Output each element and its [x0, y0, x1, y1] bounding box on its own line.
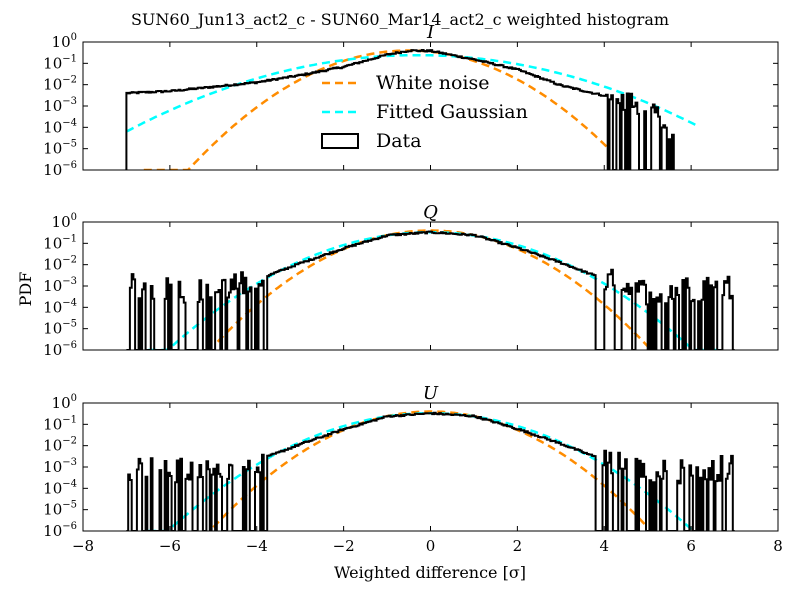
y-tick-label: 10−6	[43, 340, 77, 359]
x-tick-label: −6	[159, 537, 181, 555]
y-tick-label: 10−1	[43, 414, 77, 433]
y-tick-label: 10−5	[43, 500, 77, 519]
plot-area	[126, 229, 735, 350]
y-axis-label: PDF	[16, 272, 35, 307]
y-tick-label: 10−5	[43, 319, 77, 338]
y-tick-label: 10−2	[43, 255, 77, 274]
y-tick-label: 10−4	[43, 117, 77, 136]
x-tick-label: 8	[773, 537, 783, 555]
panel-q: 100 10−1 10−2 10−3 10−4 10−5 10−6 Q	[43, 202, 779, 359]
legend-label: Data	[376, 130, 422, 152]
series-white-noise	[212, 410, 649, 529]
legend-entry-fitted-gaussian: Fitted Gaussian	[322, 101, 528, 123]
x-tick-label: 0	[426, 537, 436, 555]
y-tick-label: 10−2	[43, 75, 77, 94]
y-tick-label: 10−4	[43, 297, 77, 316]
y-tick-label: 10−3	[43, 96, 77, 115]
y-tick-label: 10−4	[43, 478, 77, 497]
x-axis-label: Weighted difference [σ]	[334, 563, 526, 582]
y-tick-label: 100	[52, 393, 77, 412]
legend-swatch	[321, 133, 359, 149]
y-tick-label: 100	[52, 212, 77, 231]
series-white-noise	[143, 49, 610, 170]
legend-label: Fitted Gaussian	[376, 101, 528, 123]
y-tick-label: 10−1	[43, 53, 77, 72]
figure-title: SUN60_Jun13_act2_c - SUN60_Mar14_act2_c …	[131, 10, 669, 29]
series-data	[126, 411, 735, 531]
y-tick-label: 10−1	[43, 233, 77, 252]
legend-label: White noise	[376, 72, 490, 94]
legend-entry-data: Data	[321, 130, 422, 152]
y-tick-label: 10−2	[43, 436, 77, 455]
plot-area	[126, 410, 735, 531]
series-white-noise	[216, 229, 649, 348]
series-fitted-gaussian	[148, 411, 709, 531]
y-tick-label: 10−5	[43, 139, 77, 158]
panel-title: U	[423, 383, 439, 404]
x-tick-label: 2	[513, 537, 523, 555]
panel-title: I	[426, 22, 435, 43]
x-tick-label: 4	[599, 537, 609, 555]
y-tick-label: 10−6	[43, 160, 77, 179]
x-tick-label: 6	[686, 537, 696, 555]
y-tick-label: 100	[52, 32, 77, 51]
plot-area	[125, 49, 697, 170]
panel-title: Q	[423, 202, 438, 223]
series-data	[126, 230, 735, 350]
y-tick-label: 10−3	[43, 457, 77, 476]
panel-u: −8 −6 −4 −2 0 2 4 6 810010−110−210−310−410−510−6…	[43, 383, 783, 555]
series-data	[125, 49, 675, 170]
plot-frame	[82, 402, 779, 532]
legend-entry-white-noise: White noise	[322, 72, 490, 94]
x-tick-label: −2	[333, 537, 355, 555]
legend: White noise Fitted Gaussian Data	[321, 72, 528, 152]
x-tick-label: −4	[246, 537, 268, 555]
y-tick-label: 10−3	[43, 276, 77, 295]
x-tick-label: −8	[72, 537, 94, 555]
